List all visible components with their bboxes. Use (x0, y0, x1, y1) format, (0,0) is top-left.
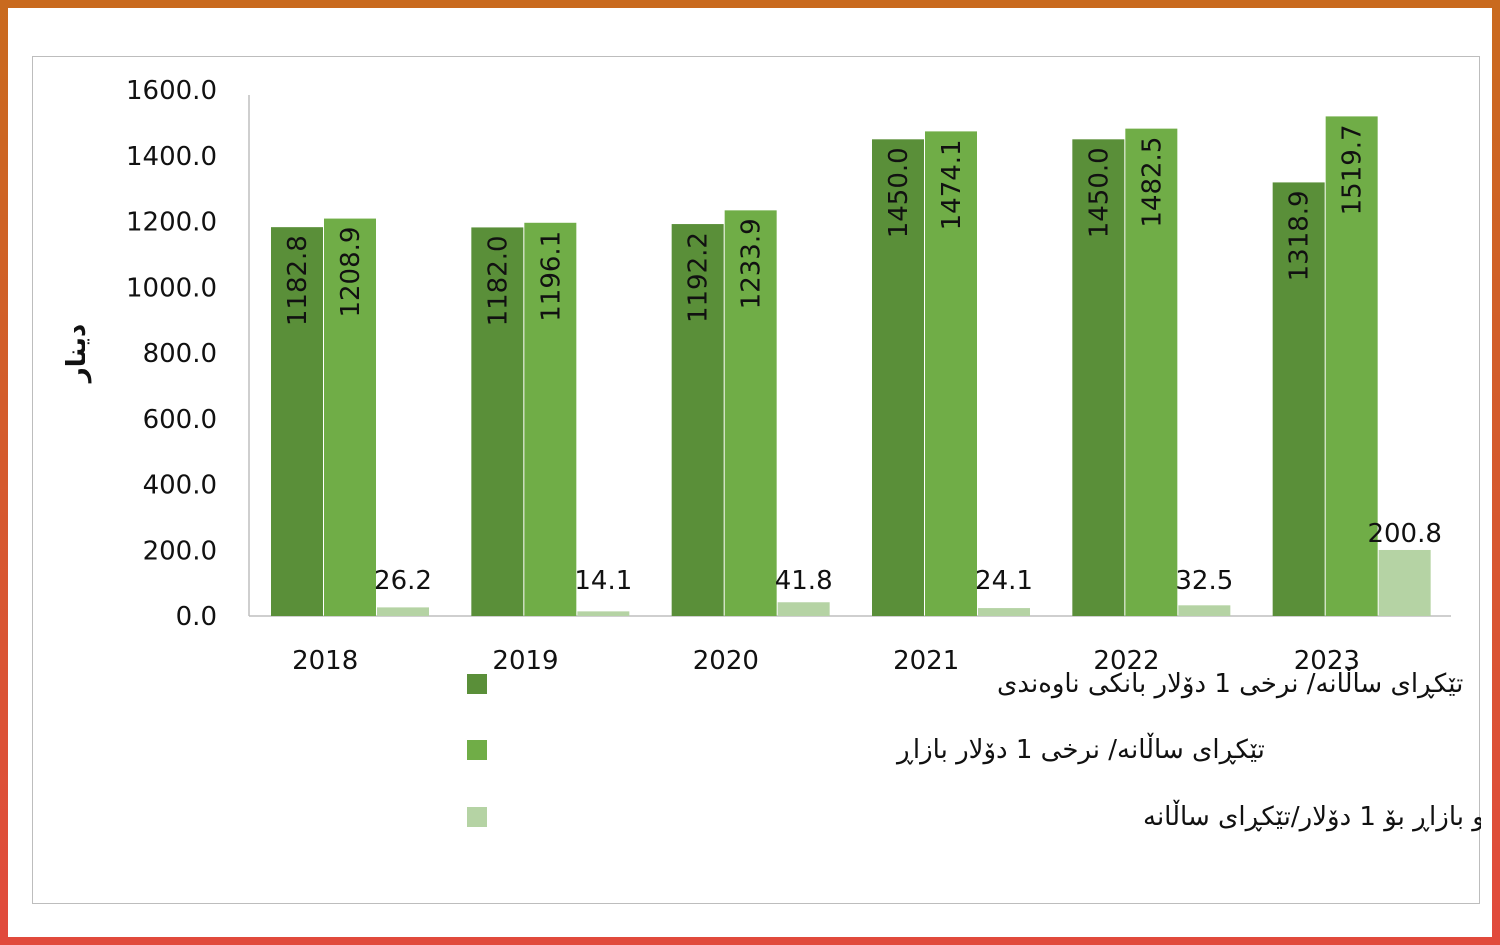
x-tick-label: 2023 (1294, 646, 1360, 676)
bar-2018-series-3 (377, 607, 429, 616)
data-label-2022-series-1: 1450.0 (1084, 147, 1114, 238)
y-tick-label: 1200.0 (126, 208, 217, 238)
bar-2023-series-1 (1272, 182, 1325, 616)
bar-2020-series-1 (671, 224, 724, 616)
bar-2019-series-2 (524, 222, 577, 617)
data-label-2019-series-2: 1196.1 (536, 231, 566, 322)
x-tick-label: 2019 (492, 646, 558, 676)
bar-chart: 0.0 200.0 400.0 600.0 800.0 1000.0 1200.0 1400.… (62, 76, 1481, 832)
data-label-2021-series-3: 24.1 (975, 566, 1033, 596)
x-tick-label: 2018 (292, 646, 358, 676)
y-tick-label: 400.0 (143, 471, 217, 501)
bar-2022-series-2 (1125, 128, 1178, 617)
chart-frame: 0.0 200.0 400.0 600.0 800.0 1000.0 1200.0 1400.… (8, 8, 1492, 937)
bar-2023-series-3 (1378, 549, 1431, 616)
y-tick-label: 0.0 (176, 602, 217, 632)
data-label-2018-series-2: 1208.9 (336, 227, 366, 318)
data-label-2023-series-2: 1519.7 (1338, 124, 1368, 215)
bar-2020-series-2 (724, 210, 777, 616)
data-label-2018-series-3: 26.2 (374, 566, 432, 596)
chart-area: 0.0 200.0 400.0 600.0 800.0 1000.0 1200.0 1400.… (32, 56, 1481, 904)
bar-2020-series-3 (777, 602, 830, 616)
legend-swatch-3 (467, 807, 487, 827)
bar-2018-series-1 (271, 227, 323, 617)
y-axis-title: دینار (62, 324, 92, 384)
data-label-2023-series-1: 1318.9 (1285, 190, 1315, 281)
x-tick-label: 2022 (1093, 646, 1159, 676)
legend-label-2: تێکڕای ساڵانە/ نرخی 1 دۆلار بازاڕ (895, 733, 1265, 765)
legend-swatch-2 (467, 740, 487, 760)
data-label-2019-series-3: 14.1 (574, 566, 632, 596)
y-tick-label: 1400.0 (126, 142, 217, 172)
x-tick-label: 2020 (693, 646, 759, 676)
y-tick-label: 600.0 (143, 405, 217, 435)
data-label-2021-series-1: 1450.0 (884, 147, 914, 238)
bar-2021-series-1 (872, 139, 924, 616)
data-label-2022-series-2: 1482.5 (1137, 137, 1167, 228)
data-label-2022-series-3: 32.5 (1175, 566, 1233, 596)
data-label-2021-series-2: 1474.1 (937, 139, 967, 230)
y-tick-label: 1000.0 (126, 273, 217, 303)
bar-2018-series-2 (324, 218, 376, 616)
bar-2019-series-3 (577, 611, 630, 616)
data-label-2020-series-2: 1233.9 (737, 218, 767, 309)
y-tick-label: 200.0 (143, 536, 217, 566)
bar-2021-series-2 (925, 131, 977, 616)
legend-swatch-1 (467, 674, 487, 694)
data-label-2020-series-3: 41.8 (775, 566, 833, 596)
data-label-2023-series-3: 200.8 (1367, 519, 1441, 549)
data-label-2019-series-1: 1182.0 (483, 235, 513, 326)
bar-2019-series-1 (471, 227, 524, 617)
data-label-2018-series-1: 1182.8 (283, 235, 313, 326)
y-tick-label: 1600.0 (126, 76, 217, 106)
x-tick-label: 2021 (893, 646, 959, 676)
bar-2022-series-3 (1178, 605, 1231, 616)
y-tick-label: 800.0 (143, 339, 217, 369)
legend-label-1: تێکڕای ساڵانە/ نرخی 1 دۆلار بانکی ناوەند… (997, 667, 1463, 699)
data-label-2020-series-1: 1192.2 (684, 232, 714, 323)
bar-2023-series-2 (1325, 116, 1378, 616)
legend-label-3: جیاوازی بانکی ناوەندی و بازاڕ بۆ 1 دۆلار… (1143, 800, 1481, 832)
bar-2022-series-1 (1072, 139, 1125, 616)
bar-2021-series-3 (978, 608, 1030, 616)
